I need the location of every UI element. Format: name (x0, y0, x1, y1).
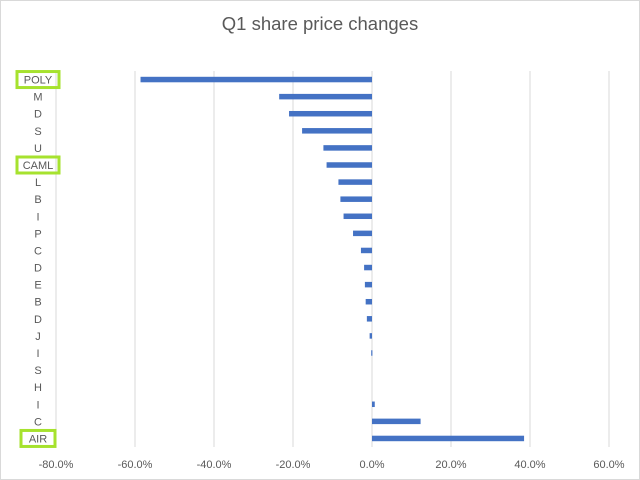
x-tick-label: 0.0% (359, 459, 384, 471)
x-tick-label: -20.0% (276, 459, 311, 471)
bar (353, 230, 372, 237)
y-tick-label: U (34, 143, 42, 155)
y-tick-label: B (34, 194, 41, 206)
y-tick-label: J (35, 331, 41, 343)
highlight-box (15, 70, 61, 90)
bar (369, 333, 372, 339)
y-tick-label: B (34, 297, 41, 309)
y-tick-label: D (34, 263, 42, 275)
bar (279, 93, 372, 100)
y-tick-label: D (34, 314, 42, 326)
bar (364, 281, 372, 288)
bar (372, 418, 421, 425)
y-tick-label: C (34, 245, 42, 257)
x-tick-label: -80.0% (39, 459, 74, 471)
y-tick-label: D (34, 109, 42, 121)
y-tick-label: CAML (23, 160, 54, 172)
bar (338, 179, 372, 185)
y-tick-label: S (34, 126, 41, 138)
y-tick-label: L (35, 177, 41, 189)
y-tick-label: I (36, 348, 39, 360)
x-tick-label: -40.0% (197, 459, 232, 471)
highlight-box (19, 428, 57, 448)
bar (365, 298, 372, 305)
y-tick-label: POLY (24, 75, 53, 87)
bar (340, 196, 372, 202)
bar (366, 316, 372, 322)
y-tick-label: C (34, 416, 42, 428)
y-tick-label: H (34, 382, 42, 394)
x-tick-label: 20.0% (435, 459, 466, 471)
highlight-box (15, 155, 61, 175)
y-tick-label: P (34, 228, 41, 240)
bar (371, 350, 373, 356)
bar (360, 247, 372, 254)
y-tick-label: E (34, 280, 41, 292)
x-tick-label: 40.0% (514, 459, 545, 471)
y-tick-label: I (36, 211, 39, 223)
bar (302, 128, 372, 134)
bar (372, 435, 525, 442)
y-tick-label: I (36, 399, 39, 411)
bar (372, 401, 375, 408)
y-tick-label: AIR (29, 433, 47, 445)
bar (343, 213, 372, 220)
x-tick-label: -60.0% (118, 459, 153, 471)
bar (289, 110, 372, 117)
chart-title: Q1 share price changes (221, 13, 419, 34)
bar (323, 145, 372, 151)
y-tick-label: S (34, 365, 41, 377)
x-tick-label: 60.0% (593, 459, 624, 471)
bar (364, 264, 372, 271)
y-tick-label: M (33, 92, 42, 104)
bar (140, 76, 372, 83)
bar (326, 162, 372, 168)
